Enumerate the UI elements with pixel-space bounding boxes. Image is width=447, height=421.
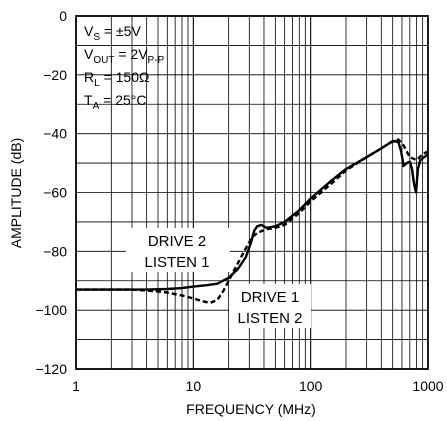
x-tick-label: 100 [299,378,323,394]
x-axis-label: FREQUENCY (MHz) [186,401,316,417]
annotation-listen2: LISTEN 2 [237,310,302,327]
y-tick-label: −80 [43,243,67,259]
annotation-bg-1 [126,228,230,272]
y-tick-label: −60 [43,185,67,201]
plot-frame [75,15,429,370]
series-line-2 [76,138,429,304]
x-tick-label: 10 [186,378,202,394]
series-line-1 [76,139,429,291]
annotation-drive1: DRIVE 1 [241,289,299,306]
y-tick-label: −120 [35,361,67,377]
condition-vout: VOUT = 2VP-P [84,46,165,66]
annotation-drive2: DRIVE 2 [148,233,206,250]
x-tick-label: 1000 [412,378,443,394]
x-tick-label: 1 [72,378,80,394]
condition-rl: RL = 150Ω [84,69,149,89]
y-tick-label: −40 [43,126,67,142]
condition-vs: VS = ±5V [84,23,141,43]
y-tick-label: −100 [35,302,67,318]
series-layer [76,138,429,304]
conditions-block: VS = ±5V VOUT = 2VP-P RL = 150Ω TA = 25°… [84,23,165,112]
annotation-listen1: LISTEN 1 [144,254,209,271]
y-axis-label: AMPLITUDE (dB) [8,138,24,248]
condition-ta: TA = 25°C [84,92,146,112]
tick-labels: 0 −20 −40 −60 −80 −100 −120 1 10 100 1000 [35,8,443,394]
y-tick-label: 0 [59,8,67,24]
y-tick-label: −20 [43,67,67,83]
annotation-bg-2 [229,284,311,328]
